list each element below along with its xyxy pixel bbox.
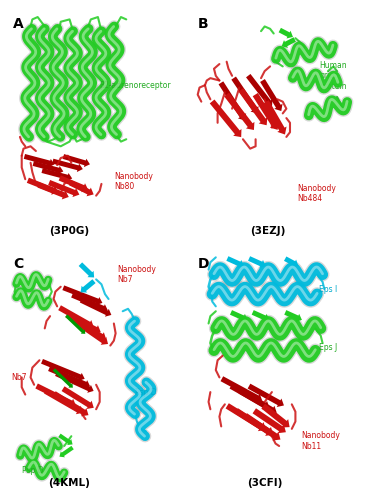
Text: Nanobody
Nb80: Nanobody Nb80 — [114, 172, 153, 191]
Text: Nanobody
Nb7: Nanobody Nb7 — [117, 265, 156, 284]
Text: Psp D: Psp D — [135, 388, 157, 396]
Text: (3EZJ): (3EZJ) — [251, 226, 286, 235]
Text: (3P0G): (3P0G) — [49, 226, 90, 235]
Text: Eps I: Eps I — [319, 284, 337, 294]
Text: B: B — [198, 17, 208, 31]
Text: A: A — [13, 17, 24, 31]
Text: (3CFI): (3CFI) — [247, 478, 282, 488]
Text: Nanobody
Nb11: Nanobody Nb11 — [301, 432, 340, 451]
Text: Nanobody
Nb484: Nanobody Nb484 — [297, 184, 336, 203]
Text: D: D — [198, 258, 209, 272]
Text: (4KML): (4KML) — [49, 478, 90, 488]
Text: Eps J: Eps J — [319, 344, 337, 352]
Text: Nb7: Nb7 — [11, 373, 27, 382]
Text: Psp D: Psp D — [22, 466, 43, 475]
Text: β2-adrenoreceptor: β2-adrenoreceptor — [100, 80, 171, 90]
Text: Human
prion
protein: Human prion protein — [319, 61, 346, 90]
Text: C: C — [13, 258, 23, 272]
